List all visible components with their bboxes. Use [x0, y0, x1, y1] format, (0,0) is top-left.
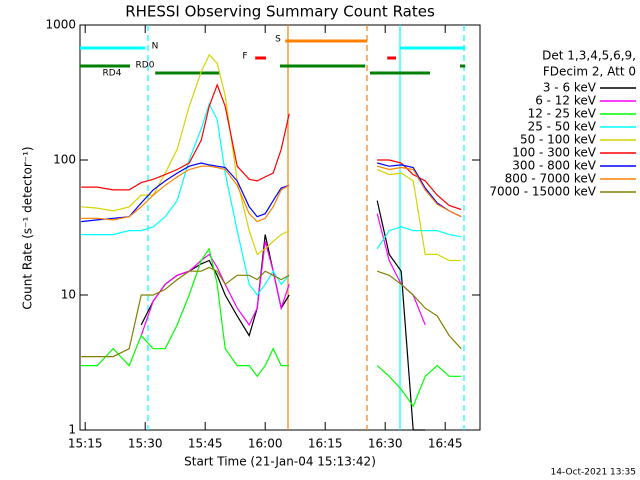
legend-title: FDecim 2, Att 0	[543, 65, 636, 79]
x-tick-label: 16:45	[428, 437, 463, 451]
flag-label: F	[242, 52, 247, 62]
flag-label: S	[275, 35, 281, 45]
legend-label: 12 - 25 keV	[528, 107, 597, 121]
x-tick-label: 15:30	[128, 437, 163, 451]
x-tick-label: 15:45	[188, 437, 223, 451]
legend-label: 25 - 50 keV	[528, 120, 597, 134]
y-tick-label: 1	[68, 423, 76, 437]
legend-label: 100 - 300 keV	[512, 146, 596, 160]
x-tick-label: 16:00	[248, 437, 283, 451]
series-line	[81, 247, 462, 408]
y-tick-label: 10	[61, 288, 76, 302]
y-tick-label: 1000	[45, 18, 76, 32]
series-line	[81, 53, 462, 262]
series-line	[81, 165, 462, 223]
legend-label: 6 - 12 keV	[535, 94, 597, 108]
legend-title: Det 1,3,4,5,6,9,	[542, 49, 636, 63]
y-axis-label: Count Rate (s⁻¹ detector⁻¹)	[21, 146, 35, 309]
series-line	[81, 266, 462, 358]
legend-label: 50 - 100 keV	[520, 133, 597, 147]
series-line	[81, 102, 462, 297]
x-axis-label: Start Time (21-Jan-04 15:13:42)	[184, 455, 376, 469]
legend-label: 800 - 7000 keV	[505, 172, 597, 186]
footer: 14-Oct-2021 13:35	[551, 468, 636, 478]
legend-label: 300 - 800 keV	[512, 159, 596, 173]
legend-label: 7000 - 15000 keV	[489, 185, 596, 199]
legend-label: 3 - 6 keV	[543, 81, 597, 95]
flag-label: RD0	[136, 61, 155, 71]
x-tick-label: 15:15	[68, 437, 103, 451]
flag-label: N	[152, 42, 159, 52]
x-tick-label: 16:30	[368, 437, 403, 451]
flag-label: RD4	[103, 69, 122, 79]
y-tick-label: 100	[53, 153, 76, 167]
chart-title: RHESSI Observing Summary Count Rates	[125, 3, 435, 21]
x-tick-label: 16:15	[308, 437, 343, 451]
plot-frame	[79, 24, 481, 431]
